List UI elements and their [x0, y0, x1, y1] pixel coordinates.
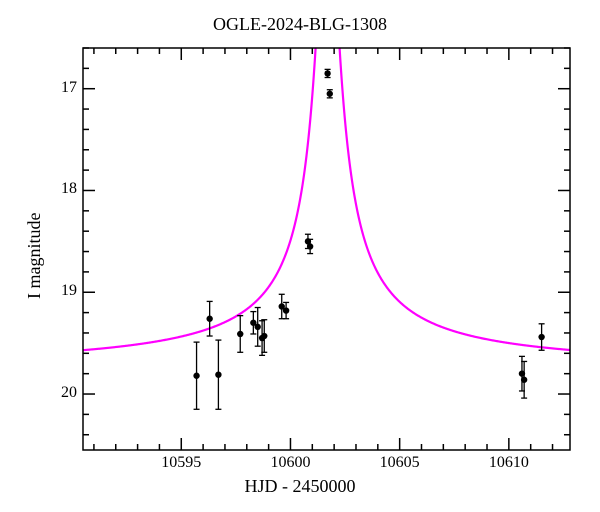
x-tick-label: 10605	[372, 454, 428, 472]
chart-container: OGLE-2024-BLG-1308 I magnitude HJD - 245…	[0, 0, 600, 512]
y-tick-label: 17	[61, 79, 77, 97]
plot-svg	[0, 0, 600, 512]
y-tick-label: 19	[61, 282, 77, 300]
y-tick-label: 20	[61, 384, 77, 402]
y-tick-label: 18	[61, 180, 77, 198]
x-tick-label: 10610	[481, 454, 537, 472]
x-tick-label: 10600	[262, 454, 318, 472]
x-tick-label: 10595	[153, 454, 209, 472]
